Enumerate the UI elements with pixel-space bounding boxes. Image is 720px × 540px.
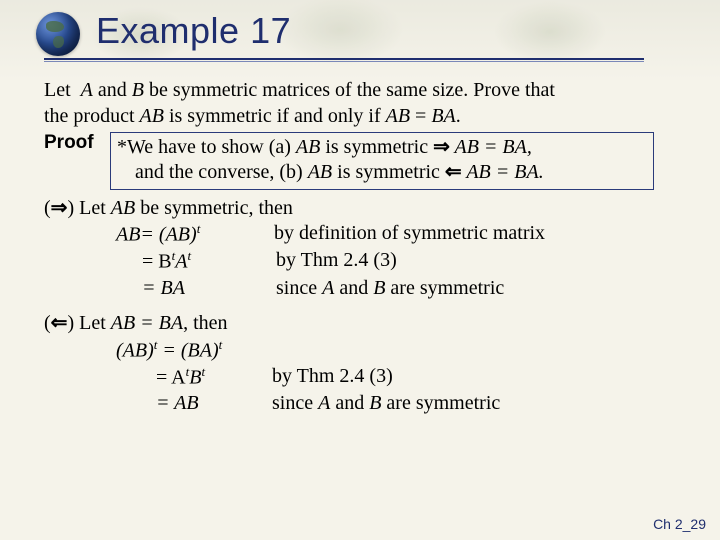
implies-right-icon: ⇒ [51, 197, 68, 219]
box-line-2: and the converse, (b) AB is symmetric ⇐ … [135, 160, 647, 185]
slide-content: Let A and B be symmetric matrices of the… [44, 78, 680, 417]
implies-left-icon: ⇐ [445, 161, 462, 183]
slide-footer: Ch 2_29 [653, 516, 706, 532]
implies-right-icon: ⇒ [433, 136, 450, 158]
proof-strategy-box: *We have to show (a) AB is symmetric ⇒ A… [110, 132, 654, 190]
backward-step-1: (AB)t = (BA)t [44, 337, 680, 364]
slide-title: Example 17 [96, 10, 291, 52]
title-underline [44, 58, 644, 60]
forward-step-1: AB= (AB)t by definition of symmetric mat… [44, 221, 680, 248]
box-line-1: *We have to show (a) AB is symmetric ⇒ A… [117, 135, 647, 160]
forward-step-3: = BA since A and B are symmetric [44, 276, 680, 302]
statement-line-2: the product AB is symmetric if and only … [44, 104, 680, 130]
globe-icon [36, 12, 80, 56]
backward-step-3: = AB since A and B are symmetric [44, 391, 680, 417]
backward-intro: (⇐) Let AB = BA, then [44, 311, 680, 337]
forward-step-2: = BtAt by Thm 2.4 (3) [44, 248, 680, 275]
implies-left-icon: ⇐ [51, 312, 68, 334]
statement-line-1: Let A and B be symmetric matrices of the… [44, 78, 680, 104]
forward-direction: (⇒) Let AB be symmetric, then AB= (AB)t … [44, 196, 680, 302]
backward-direction: (⇐) Let AB = BA, then (AB)t = (BA)t = At… [44, 311, 680, 417]
backward-step-2: = AtBt by Thm 2.4 (3) [44, 364, 680, 391]
forward-intro: (⇒) Let AB be symmetric, then [44, 196, 680, 222]
